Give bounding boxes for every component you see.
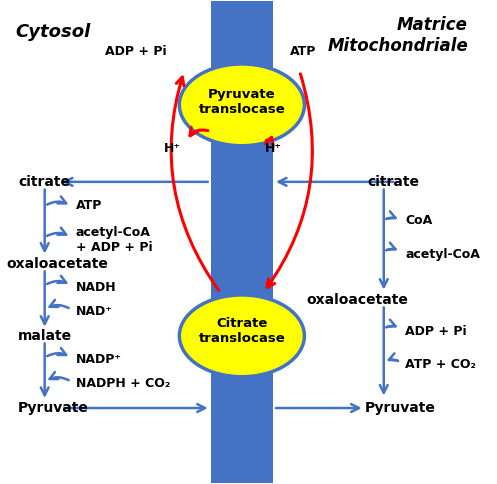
Text: ADP + Pi: ADP + Pi — [406, 325, 467, 337]
Text: NAD⁺: NAD⁺ — [76, 305, 113, 318]
Text: NADH: NADH — [76, 281, 117, 294]
Text: ATP: ATP — [290, 45, 317, 59]
Text: ATP + CO₂: ATP + CO₂ — [406, 358, 476, 371]
Text: ADP + Pi: ADP + Pi — [105, 45, 167, 59]
Text: CoA: CoA — [406, 214, 433, 227]
Text: Pyruvate: Pyruvate — [364, 401, 435, 415]
Text: NADPH + CO₂: NADPH + CO₂ — [76, 378, 170, 391]
Text: Cytosol: Cytosol — [16, 23, 91, 41]
Text: Pyruvate: Pyruvate — [18, 401, 89, 415]
Text: malate: malate — [18, 329, 73, 343]
Text: H⁺: H⁺ — [164, 142, 180, 155]
Text: acetyl-CoA
+ ADP + Pi: acetyl-CoA + ADP + Pi — [76, 226, 153, 254]
Text: acetyl-CoA: acetyl-CoA — [406, 247, 480, 260]
Bar — [211, 1, 273, 483]
Text: H⁺: H⁺ — [264, 142, 282, 155]
Text: citrate: citrate — [367, 175, 419, 189]
Text: Pyruvate
translocase: Pyruvate translocase — [198, 89, 285, 117]
Text: oxaloacetate: oxaloacetate — [6, 257, 108, 271]
Text: ATP: ATP — [76, 199, 102, 212]
Ellipse shape — [179, 295, 304, 377]
Ellipse shape — [179, 64, 304, 146]
Text: oxaloacetate: oxaloacetate — [307, 293, 409, 307]
Text: citrate: citrate — [18, 175, 70, 189]
Text: Citrate
translocase: Citrate translocase — [198, 317, 285, 345]
Text: Matrice
Mitochondriale: Matrice Mitochondriale — [327, 16, 468, 55]
Text: NADP⁺: NADP⁺ — [76, 353, 122, 366]
